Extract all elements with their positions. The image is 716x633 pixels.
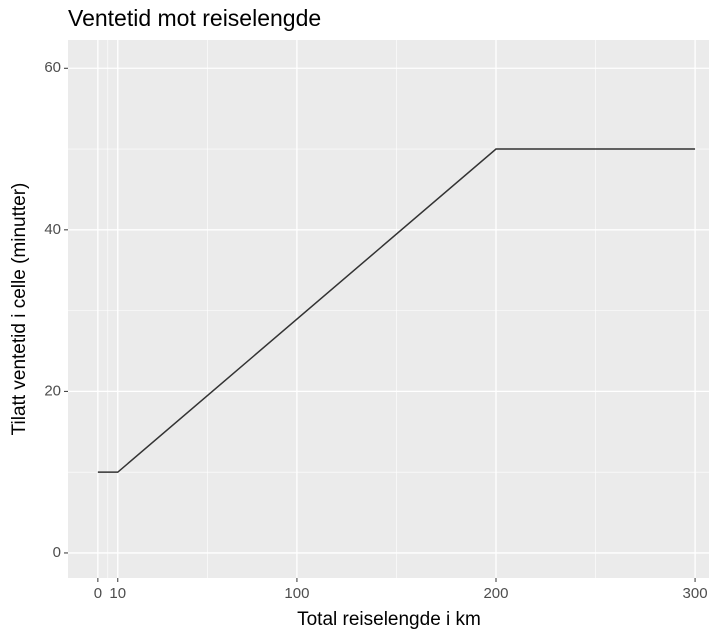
x-tick-label: 200 [483, 585, 508, 602]
y-axis-label: Tilatt ventetid i celle (minutter) [9, 183, 30, 436]
x-tick-label: 0 [94, 585, 102, 602]
x-axis-label: Total reiselengde i km [297, 609, 481, 630]
panel [68, 40, 709, 578]
y-tick-label: 40 [44, 221, 61, 238]
y-tick-label: 60 [44, 59, 61, 76]
y-tick-label: 20 [44, 382, 61, 399]
x-tick-label: 100 [284, 585, 309, 602]
x-tick-label: 10 [109, 585, 126, 602]
line [97, 148, 696, 473]
x-tick-label: 300 [683, 585, 708, 602]
y-tick-label: 0 [53, 544, 61, 561]
chart-title: Ventetid mot reiselengde [68, 5, 321, 31]
